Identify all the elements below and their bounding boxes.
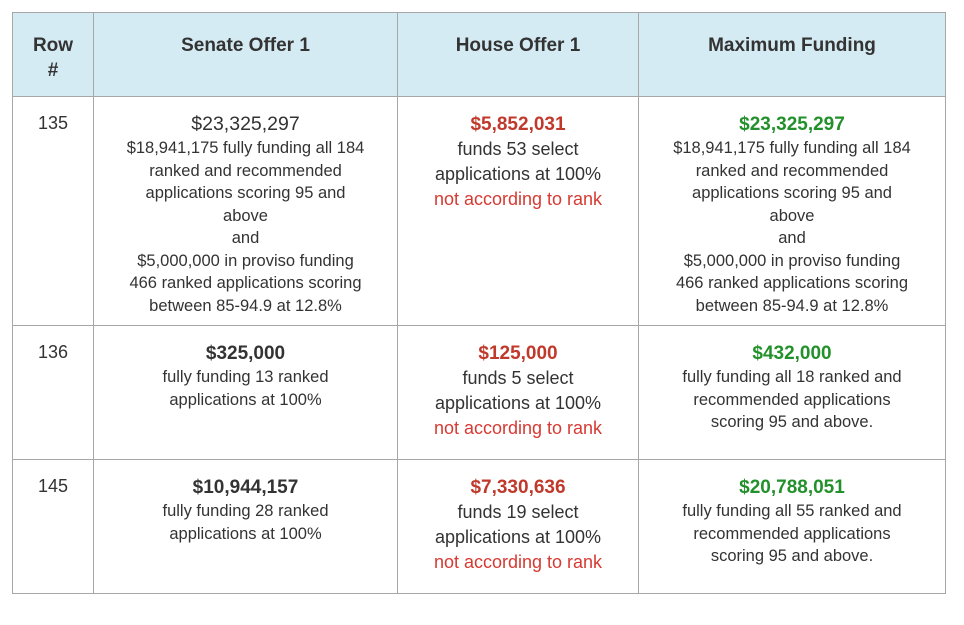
senate-line: ranked and recommended xyxy=(149,161,342,180)
senate-line: $5,000,000 in proviso funding xyxy=(137,251,354,270)
max-line: applications scoring 95 and xyxy=(692,184,892,202)
max-line: scoring 95 and above. xyxy=(710,413,874,431)
house-amount: $125,000 xyxy=(478,343,558,364)
row-number: 145 xyxy=(12,459,94,594)
senate-line: fully funding 13 ranked xyxy=(162,368,329,386)
senate-line: $18,941,175 fully funding all 184 xyxy=(126,139,365,157)
house-line: funds 5 select xyxy=(462,368,574,388)
house-cell: $5,852,031 funds 53 select applications … xyxy=(397,96,639,326)
row-number: 136 xyxy=(12,325,94,460)
house-amount: $7,330,636 xyxy=(470,477,566,498)
house-line: funds 19 select xyxy=(457,502,579,522)
max-line: fully funding all 18 ranked and xyxy=(682,368,902,386)
row-number: 135 xyxy=(12,96,94,326)
max-line: scoring 95 and above. xyxy=(710,547,874,565)
house-line: applications at 100% xyxy=(434,393,602,413)
header-row: Row # Senate Offer 1 House Offer 1 Maxim… xyxy=(12,12,946,97)
header-senate-offer: Senate Offer 1 xyxy=(93,12,398,97)
funding-comparison-table: Row # Senate Offer 1 House Offer 1 Maxim… xyxy=(12,12,946,594)
senate-cell: $10,944,157 fully funding 28 ranked appl… xyxy=(93,459,398,594)
senate-line: applications scoring 95 and xyxy=(145,184,346,202)
senate-cell: $325,000 fully funding 13 ranked applica… xyxy=(93,325,398,460)
table-row: 145 $10,944,157 fully funding 28 ranked … xyxy=(12,459,946,594)
header-row-label: Row # xyxy=(32,35,74,81)
table-row: 135 $23,325,297 $18,941,175 fully fundin… xyxy=(12,96,946,326)
max-cell: $432,000 fully funding all 18 ranked and… xyxy=(638,325,946,460)
header-row-number: Row # xyxy=(12,12,94,97)
house-rank-note: not according to rank xyxy=(433,552,603,572)
senate-line: fully funding 28 ranked xyxy=(162,502,329,520)
max-line: ranked and recommended xyxy=(695,161,889,180)
house-rank-note: not according to rank xyxy=(433,418,603,438)
senate-line: and xyxy=(231,229,260,247)
max-line: recommended applications xyxy=(693,390,891,409)
max-amount: $432,000 xyxy=(752,343,832,364)
senate-amount: $23,325,297 xyxy=(191,113,300,135)
max-line: and xyxy=(778,229,806,247)
max-line: $5,000,000 in proviso funding xyxy=(683,251,901,270)
house-line: funds 53 select xyxy=(457,139,579,159)
max-line: 466 ranked applications scoring xyxy=(675,274,909,292)
house-line: applications at 100% xyxy=(434,164,602,184)
house-line: applications at 100% xyxy=(434,527,602,547)
header-maximum-funding: Maximum Funding xyxy=(638,12,946,97)
max-line: above xyxy=(769,206,815,225)
house-rank-note: not according to rank xyxy=(433,189,603,209)
table-row: 136 $325,000 fully funding 13 ranked app… xyxy=(12,325,946,460)
senate-amount: $325,000 xyxy=(205,343,286,364)
house-cell: $125,000 funds 5 select applications at … xyxy=(397,325,639,460)
senate-line: applications at 100% xyxy=(169,390,322,409)
max-amount: $23,325,297 xyxy=(739,114,845,135)
house-amount: $5,852,031 xyxy=(470,114,566,135)
max-line: $18,941,175 fully funding all 184 xyxy=(673,139,911,157)
senate-line: applications at 100% xyxy=(169,524,322,543)
senate-cell: $23,325,297 $18,941,175 fully funding al… xyxy=(93,96,398,326)
header-house-offer: House Offer 1 xyxy=(397,12,639,97)
senate-line: above xyxy=(223,206,268,225)
senate-line: between 85-94.9 at 12.8% xyxy=(149,296,342,315)
max-cell: $20,788,051 fully funding all 55 ranked … xyxy=(638,459,946,594)
max-line: fully funding all 55 ranked and xyxy=(682,502,902,520)
max-cell: $23,325,297 $18,941,175 fully funding al… xyxy=(638,96,946,326)
max-amount: $20,788,051 xyxy=(739,477,845,498)
max-line: between 85-94.9 at 12.8% xyxy=(695,296,889,315)
senate-line: 466 ranked applications scoring xyxy=(129,274,362,292)
max-line: recommended applications xyxy=(693,524,891,543)
senate-amount: $10,944,157 xyxy=(192,477,299,498)
house-cell: $7,330,636 funds 19 select applications … xyxy=(397,459,639,594)
